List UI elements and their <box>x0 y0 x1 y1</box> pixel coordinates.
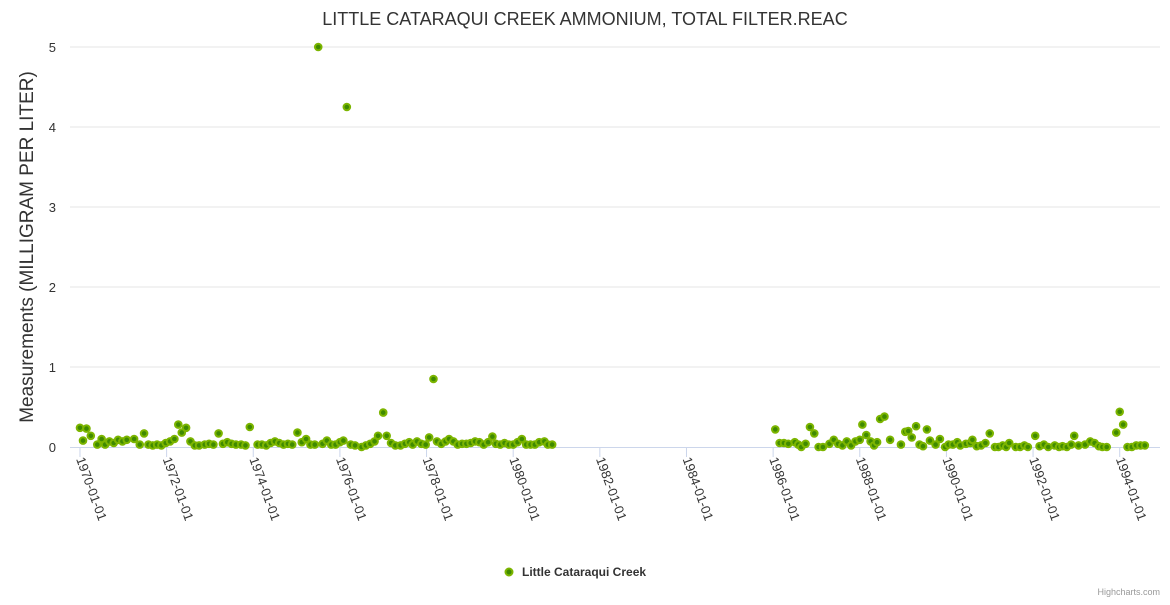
data-point[interactable] <box>214 429 223 438</box>
data-point[interactable] <box>293 428 302 437</box>
y-tick-label: 0 <box>49 440 56 455</box>
gridlines <box>70 46 1160 368</box>
data-point[interactable] <box>245 422 255 432</box>
y-tick-label: 5 <box>49 40 56 55</box>
data-point[interactable] <box>135 440 145 449</box>
data-point[interactable] <box>241 441 250 450</box>
data-point[interactable] <box>92 440 102 449</box>
data-point[interactable] <box>858 420 867 429</box>
data-point[interactable] <box>907 433 917 442</box>
data-point[interactable] <box>885 435 895 445</box>
data-point[interactable] <box>424 433 434 442</box>
data-point[interactable] <box>139 429 149 438</box>
data-point[interactable] <box>378 408 388 417</box>
legend-item[interactable]: Little Cataraqui Creek <box>504 565 647 579</box>
data-point[interactable] <box>935 434 945 444</box>
data-point[interactable] <box>1066 440 1076 449</box>
data-point[interactable] <box>918 441 928 451</box>
data-point[interactable] <box>310 440 320 449</box>
data-point[interactable] <box>925 436 935 445</box>
data-point[interactable] <box>483 437 493 447</box>
y-tick-label: 1 <box>49 360 56 375</box>
data-point[interactable] <box>861 430 871 440</box>
data-point[interactable] <box>818 442 828 452</box>
data-point[interactable] <box>287 440 297 449</box>
data-point[interactable] <box>1140 441 1150 450</box>
data-point[interactable] <box>170 434 179 444</box>
data-point[interactable] <box>968 435 977 445</box>
data-point[interactable] <box>770 425 780 434</box>
data-point[interactable] <box>896 440 906 449</box>
data-point[interactable] <box>981 438 990 448</box>
data-point[interactable] <box>855 435 865 445</box>
data-point[interactable] <box>301 434 311 444</box>
y-tick-label: 4 <box>49 120 56 135</box>
data-point[interactable] <box>339 436 348 445</box>
data-point[interactable] <box>1069 431 1079 441</box>
data-point[interactable] <box>903 426 913 436</box>
data-point[interactable] <box>373 431 383 441</box>
data-point[interactable] <box>342 102 352 112</box>
data-point[interactable] <box>880 412 889 421</box>
data-point[interactable] <box>1111 428 1121 437</box>
data-point[interactable] <box>872 437 882 447</box>
data-point[interactable] <box>129 434 139 444</box>
data-point[interactable] <box>421 440 430 449</box>
y-tick-label: 2 <box>49 280 56 295</box>
data-point[interactable] <box>1102 442 1112 452</box>
data-point[interactable] <box>313 42 323 52</box>
legend-marker <box>504 567 514 577</box>
data-point[interactable] <box>805 422 815 432</box>
y-axis-title: Measurements (MILLIGRAM PER LITER) <box>17 71 38 423</box>
data-points <box>75 42 1150 452</box>
data-point[interactable] <box>809 429 819 438</box>
data-point[interactable] <box>1023 442 1033 452</box>
data-point[interactable] <box>209 440 218 449</box>
data-point[interactable] <box>801 439 810 449</box>
data-point[interactable] <box>429 374 438 384</box>
credits-link[interactable]: Highcharts.com <box>1097 587 1160 597</box>
data-point[interactable] <box>1004 438 1014 448</box>
data-point[interactable] <box>985 429 995 438</box>
data-point[interactable] <box>1030 431 1040 441</box>
data-point[interactable] <box>181 423 191 433</box>
data-point[interactable] <box>82 424 91 433</box>
y-tick-label: 3 <box>49 200 56 215</box>
legend-label: Little Cataraqui Creek <box>522 565 646 579</box>
data-point[interactable] <box>922 425 932 434</box>
data-point[interactable] <box>86 431 96 441</box>
data-point[interactable] <box>78 436 88 445</box>
y-axis-ticks: 0 1 2 3 4 5 <box>49 40 56 455</box>
data-point[interactable] <box>517 434 527 444</box>
data-point[interactable] <box>931 440 940 449</box>
chart-title: LITTLE CATARAQUI CREEK AMMONIUM, TOTAL F… <box>322 9 847 29</box>
data-point[interactable] <box>911 421 921 431</box>
data-point[interactable] <box>1118 420 1128 429</box>
data-point[interactable] <box>488 432 497 441</box>
data-point[interactable] <box>122 435 132 445</box>
data-point[interactable] <box>382 431 391 441</box>
data-point[interactable] <box>174 420 183 429</box>
data-point[interactable] <box>1115 407 1125 417</box>
data-point[interactable] <box>547 440 557 449</box>
